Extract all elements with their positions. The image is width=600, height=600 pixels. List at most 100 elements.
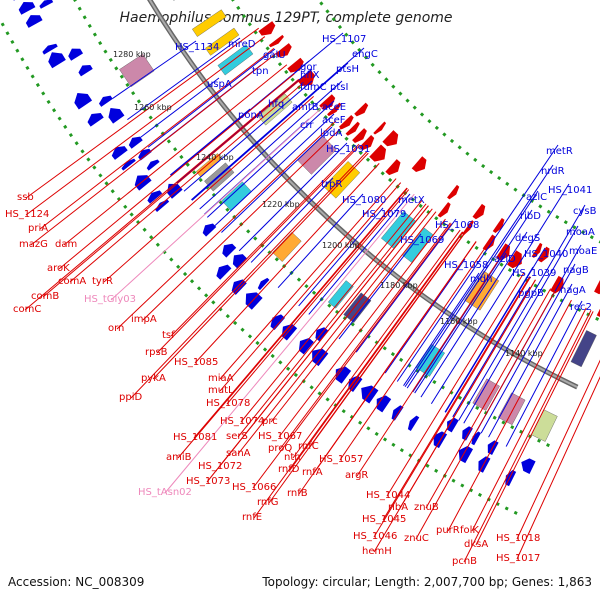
- gene-label-hs_1134: HS_1134: [175, 42, 219, 53]
- reverse-gene-arrow: [268, 34, 284, 48]
- category-block: [257, 93, 293, 126]
- forward-gene-arrow: [335, 366, 352, 384]
- connector-arok: [58, 73, 295, 270]
- connector-acef: [214, 113, 335, 227]
- forward-gene-arrow: [87, 113, 104, 127]
- forward-gene-arrow: [18, 1, 36, 15]
- reverse-gene-arrow: [354, 102, 369, 117]
- connector-nth: [292, 229, 461, 459]
- category-block: [402, 227, 434, 263]
- reverse-gene-arrow: [338, 115, 354, 130]
- gene-label-orn: orn: [108, 323, 124, 334]
- reverse-gene-arrow: [447, 184, 460, 200]
- gene-label-ribd: ribD: [520, 211, 541, 222]
- kbp-label: 1240 kbp: [196, 153, 234, 162]
- connector-pona: [169, 108, 251, 176]
- gene-label-hs_1080: HS_1080: [342, 195, 386, 206]
- connector-hemh: [373, 279, 536, 553]
- gene-label-hs_1066: HS_1066: [232, 482, 276, 493]
- connector-miaa: [219, 178, 397, 380]
- connector-hs_1057: [339, 247, 486, 461]
- reverse-gene-arrow: [531, 242, 543, 258]
- reverse-gene-arrow: [411, 156, 427, 173]
- forward-gene-arrow: [245, 292, 263, 310]
- gene-label-metx: metX: [398, 195, 425, 206]
- gene-label-hs_1069: HS_1069: [400, 235, 444, 246]
- gene-label-rnfg: rnfG: [257, 497, 279, 508]
- forward-gene-arrow: [471, 431, 481, 446]
- gene-label-hs_1079: HS_1079: [362, 209, 406, 220]
- reverse-gene-arrow: [472, 203, 486, 220]
- kbp-label: 1180 kbp: [380, 281, 418, 290]
- forward-gene-arrow: [128, 136, 143, 149]
- forward-gene-arrow: [407, 415, 420, 431]
- gene-label-znuc: znuC: [404, 533, 429, 544]
- gene-label-azld: azlD: [494, 254, 516, 265]
- forward-gene-arrow: [155, 199, 170, 212]
- gene-label-hs_1078: HS_1078: [206, 398, 250, 409]
- category-block: [119, 53, 155, 88]
- gene-label-sana: sanA: [226, 448, 251, 459]
- reverse-gene-arrow: [462, 220, 474, 236]
- connector-orn: [116, 120, 337, 330]
- gene-label-pria: priA: [28, 223, 48, 234]
- reverse-gene-arrow: [319, 94, 336, 110]
- gene-label-galu: galU: [263, 50, 286, 61]
- category-block: [192, 9, 227, 37]
- gene-label-argr: argR: [345, 470, 368, 481]
- gene-label-nth: nth: [284, 452, 301, 463]
- connector-amtb: [191, 100, 305, 201]
- connector-ssb: [25, 27, 260, 199]
- gene-label-folk: folK: [460, 525, 479, 536]
- connector-hs_1069: [338, 233, 422, 340]
- category-block: [272, 231, 302, 262]
- genome-summary-text: Topology: circular; Length: 2,007,700 bp…: [261, 575, 592, 589]
- category-block: [570, 330, 597, 368]
- connector-azlc: [406, 190, 539, 389]
- connector-acee: [206, 100, 335, 218]
- reverse-gene-arrow: [373, 121, 387, 135]
- connector-galu: [147, 48, 276, 148]
- reverse-gene-arrow: [359, 135, 375, 151]
- forward-gene-arrow: [48, 52, 66, 69]
- connector-ribd: [412, 209, 533, 393]
- connector-nrdr: [404, 164, 554, 388]
- gene-label-rnfa: rnfA: [302, 467, 323, 478]
- gene-label-rnfb: rnfB: [287, 488, 308, 499]
- forward-gene-arrow: [111, 146, 128, 160]
- gene-label-hs_1067: HS_1067: [258, 431, 302, 442]
- gene-label-ppid: ppiD: [119, 392, 142, 403]
- connector-ppid: [130, 151, 368, 399]
- connector-amib: [177, 188, 408, 459]
- label-connectors: [24, 27, 600, 563]
- gene-label-proq: proQ: [268, 443, 292, 454]
- connector-hs_1079: [298, 207, 384, 307]
- gene-label-tsf: tsf: [162, 330, 175, 341]
- gene-label-gor: gor: [300, 62, 317, 73]
- gene-label-rnfc: rnfC: [298, 441, 319, 452]
- kbp-label: 1140 kbp: [505, 349, 543, 358]
- gene-label-hs_1091: HS_1091: [326, 144, 370, 155]
- forward-gene-arrow: [216, 264, 232, 280]
- forward-gene-arrow: [281, 324, 298, 341]
- connector-metx: [308, 193, 411, 315]
- gene-label-moaa: moaA: [566, 227, 595, 238]
- gene-label-purr: purR: [436, 525, 460, 536]
- gene-label-azlc: azlC: [526, 192, 547, 203]
- gene-label-engc: engC: [352, 49, 378, 60]
- connector-proq: [279, 222, 451, 450]
- gene-label-tpn: tpn: [252, 66, 269, 77]
- reverse-gene-arrow: [496, 243, 511, 261]
- connector-tyrr: [103, 96, 314, 283]
- connector-hs_1066: [252, 223, 452, 489]
- reverse-gene-arrow: [507, 250, 522, 269]
- connector-hs_1044: [386, 272, 525, 497]
- connector-rnfb: [298, 241, 477, 495]
- gene-label-comc: comC: [13, 304, 41, 315]
- connector-folk: [471, 307, 587, 532]
- gene-label-pyka: pykA: [141, 373, 166, 384]
- category-block: [297, 135, 337, 175]
- gene-label-hs_1046: HS_1046: [353, 531, 397, 542]
- gene-label-crr: crr: [300, 120, 314, 131]
